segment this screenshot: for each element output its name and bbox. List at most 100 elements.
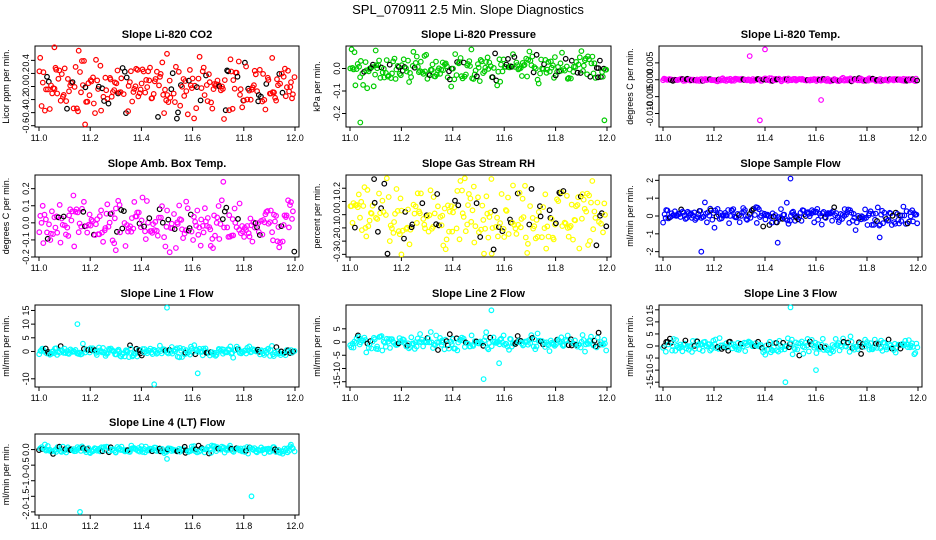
data-point <box>456 236 463 243</box>
data-point <box>230 232 237 239</box>
data-point <box>93 352 100 358</box>
data-point <box>600 229 606 236</box>
data-point <box>373 62 380 69</box>
data-point <box>164 50 170 57</box>
data-point <box>215 203 222 209</box>
data-point <box>157 214 164 221</box>
data-point <box>214 214 221 221</box>
data-point <box>372 71 379 78</box>
data-point <box>282 93 289 100</box>
chart-panel-5: Slope Gas Stream RH 11.0 11.2 11.4 11.6 11.8 1… <box>312 158 616 273</box>
data-point <box>195 231 202 238</box>
chart-panel-9: Slope Line 3 Flow 11.0 11.2 11.4 11.6 11.8 12.… <box>625 288 927 403</box>
x-tick-label: 12.0 <box>286 133 304 143</box>
data-point <box>603 347 610 354</box>
x-tick-label: 11.4 <box>757 263 774 273</box>
data-point <box>350 344 357 351</box>
data-point <box>208 99 215 106</box>
data-point <box>769 347 776 354</box>
data-point <box>188 228 195 235</box>
data-point <box>557 60 564 67</box>
data-point <box>427 329 434 335</box>
data-point <box>815 216 821 223</box>
data-point <box>869 221 875 228</box>
data-point <box>862 206 868 213</box>
data-point <box>57 448 64 454</box>
y-axis-label: degrees C per min. <box>625 48 635 125</box>
data-point <box>157 73 163 80</box>
data-point <box>37 54 44 61</box>
data-point <box>387 345 393 351</box>
data-point-black <box>279 89 286 96</box>
data-point <box>364 85 371 92</box>
chart-title: Slope Line 1 Flow <box>121 288 214 300</box>
data-point-black <box>118 207 125 213</box>
data-point <box>397 195 404 202</box>
data-point <box>433 58 439 65</box>
data-point <box>122 243 129 249</box>
data-point <box>531 64 538 71</box>
data-point <box>448 203 455 210</box>
data-point <box>840 335 846 342</box>
data-point <box>869 210 876 217</box>
data-point <box>413 53 420 60</box>
data-point <box>747 214 754 221</box>
data-point <box>818 221 825 228</box>
data-point <box>789 351 796 358</box>
data-point <box>783 199 790 206</box>
data-point <box>777 215 783 222</box>
data-point <box>101 444 108 450</box>
data-point <box>108 93 115 100</box>
data-point <box>200 64 207 71</box>
data-point <box>900 203 907 210</box>
data-point <box>660 219 666 226</box>
data-point <box>113 80 120 87</box>
data-point-black <box>276 70 283 77</box>
data-point <box>264 208 271 214</box>
data-point <box>425 71 432 77</box>
data-point <box>496 360 503 367</box>
data-point <box>484 54 491 61</box>
data-point <box>505 231 512 237</box>
data-point <box>60 91 67 98</box>
data-point <box>357 214 363 221</box>
data-point <box>78 58 85 64</box>
data-point <box>711 224 718 231</box>
chart-title: Slope Sample Flow <box>740 158 841 170</box>
data-point <box>275 224 282 230</box>
y-tick-label: -0.5 <box>21 457 31 473</box>
data-point <box>570 236 576 243</box>
data-point <box>374 343 381 350</box>
data-point-black <box>235 215 241 222</box>
data-point <box>583 208 590 215</box>
y-tick-label: 0.4 <box>21 54 31 67</box>
data-point <box>482 225 489 232</box>
data-point <box>283 212 290 219</box>
data-point <box>267 353 273 359</box>
data-point <box>864 339 870 345</box>
data-point <box>181 230 188 237</box>
data-point <box>195 75 202 82</box>
x-tick-label: 11.8 <box>859 393 876 403</box>
data-point <box>250 82 257 89</box>
data-point <box>698 248 705 255</box>
data-point <box>271 89 277 96</box>
data-point <box>139 194 146 201</box>
data-point <box>255 228 262 235</box>
data-point <box>348 46 355 53</box>
x-tick-label: 11.0 <box>31 393 48 403</box>
data-point-black <box>845 339 851 346</box>
data-point <box>241 233 248 240</box>
data-point <box>273 212 280 219</box>
data-point <box>522 182 528 189</box>
data-point <box>574 202 581 208</box>
data-point-black <box>64 105 70 112</box>
data-point <box>819 335 826 342</box>
data-point <box>386 238 393 245</box>
data-point-black <box>352 224 358 231</box>
data-point <box>391 55 398 62</box>
x-tick-label: 11.8 <box>235 263 252 273</box>
data-point <box>405 206 411 213</box>
data-point-black <box>533 51 540 58</box>
data-point <box>524 73 530 80</box>
